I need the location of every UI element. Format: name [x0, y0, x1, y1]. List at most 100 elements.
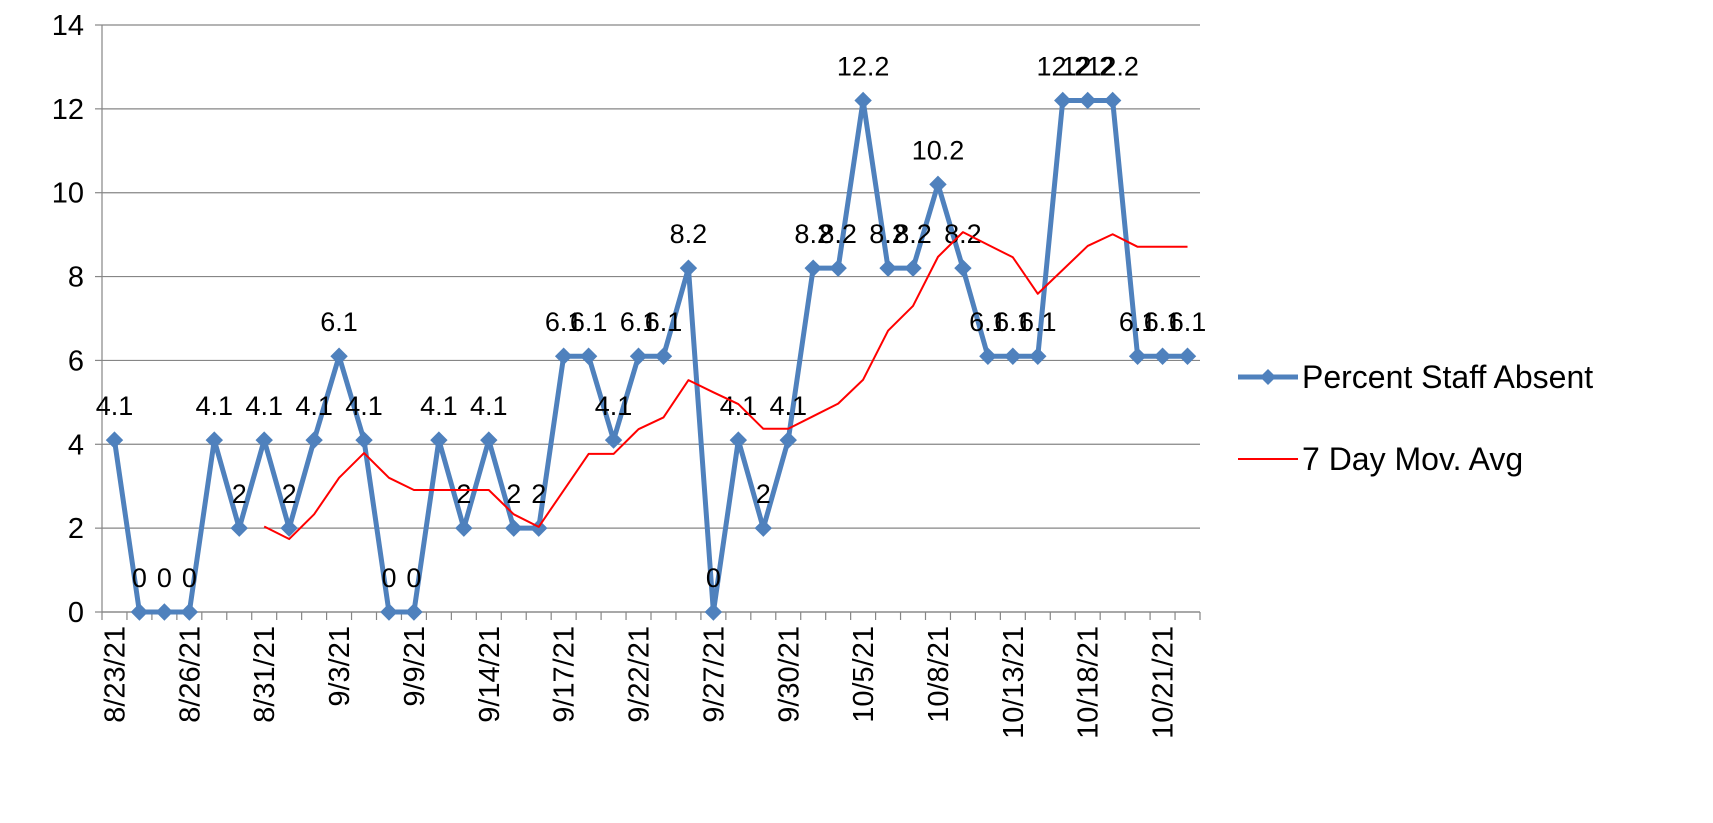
data-point — [355, 431, 373, 449]
data-point — [155, 603, 174, 621]
data-label: 2 — [506, 479, 521, 509]
data-point — [554, 347, 573, 365]
legend-label: Percent Staff Absent — [1302, 359, 1593, 395]
x-tick-label: 9/22/21 — [624, 626, 656, 723]
data-point — [130, 603, 149, 621]
data-label: 10.2 — [912, 135, 965, 165]
data-point — [629, 347, 648, 365]
data-label: 2 — [531, 479, 546, 509]
x-tick-label: 8/26/21 — [174, 626, 206, 723]
x-tick-label: 9/9/21 — [399, 626, 431, 707]
data-label: 6.1 — [1169, 307, 1207, 337]
x-tick-label: 10/8/21 — [923, 626, 955, 723]
data-label: 6.1 — [1119, 307, 1157, 337]
data-point — [280, 519, 298, 537]
data-label: 4.1 — [595, 391, 633, 421]
data-point — [929, 175, 947, 194]
data-point — [754, 519, 773, 537]
data-label: 6.1 — [1144, 307, 1182, 337]
y-tick-label: 12 — [52, 94, 84, 126]
data-label: 4.1 — [420, 391, 458, 421]
data-label: 4.1 — [96, 391, 134, 421]
data-point — [505, 519, 523, 537]
y-tick-label: 0 — [68, 597, 84, 629]
x-tick-label: 9/27/21 — [698, 626, 730, 723]
data-point — [305, 431, 323, 449]
data-label: 0 — [182, 563, 197, 593]
data-point — [704, 603, 723, 621]
series-line — [263, 231, 1188, 541]
data-label: 6.1 — [969, 307, 1007, 337]
x-tick-label: 10/13/21 — [998, 626, 1030, 739]
data-label: 2 — [282, 479, 297, 509]
data-point — [1029, 347, 1047, 365]
data-point — [854, 91, 872, 110]
data-label: 2 — [756, 479, 771, 509]
data-label: 0 — [132, 563, 147, 593]
data-point — [604, 431, 623, 449]
data-point — [1054, 91, 1072, 110]
data-label: 2 — [456, 479, 471, 509]
data-label: 12.2 — [837, 51, 890, 81]
data-label: 12.2 — [1061, 51, 1114, 81]
data-label: 6.1 — [570, 307, 608, 337]
data-label: 6.1 — [1019, 307, 1057, 337]
data-point — [380, 603, 398, 621]
data-label: 4.1 — [295, 391, 333, 421]
data-label: 8.2 — [670, 219, 708, 249]
data-point — [405, 603, 423, 621]
y-tick-label: 4 — [68, 429, 84, 461]
data-label: 4.1 — [769, 391, 807, 421]
data-point — [904, 259, 922, 277]
x-tick-label: 9/14/21 — [474, 626, 506, 723]
x-tick-label: 9/17/21 — [549, 626, 581, 723]
data-point — [829, 259, 847, 277]
data-label: 4.1 — [196, 391, 234, 421]
series — [263, 231, 1188, 541]
data-label: 4.1 — [245, 391, 283, 421]
x-tick-label: 10/21/21 — [1148, 626, 1180, 739]
y-tick-label: 14 — [52, 10, 84, 42]
data-point — [879, 259, 897, 277]
y-tick-label: 8 — [68, 262, 84, 294]
data-label: 6.1 — [994, 307, 1032, 337]
data-point — [1078, 91, 1097, 110]
data-point — [1103, 91, 1122, 110]
series-line — [112, 97, 1188, 615]
legend-marker — [1260, 369, 1276, 385]
data-point — [205, 431, 224, 449]
data-label: 8.2 — [894, 219, 932, 249]
series: 4.10 0 04.124.124.16.14.10 04.124.12 26.16.1… — [96, 51, 1207, 621]
data-label: 6.1 — [320, 307, 358, 337]
data-point — [1153, 347, 1172, 365]
x-tick-label: 10/5/21 — [848, 626, 880, 723]
data-label: 12.2 — [1086, 51, 1139, 81]
y-tick-label: 2 — [68, 513, 84, 545]
data-point — [255, 431, 273, 449]
data-point — [430, 431, 448, 449]
x-tick-label: 8/31/21 — [249, 626, 281, 723]
data-label: 0 — [381, 563, 396, 593]
data-label: 0 — [706, 563, 721, 593]
data-label: 6.1 — [545, 307, 583, 337]
data-point — [1178, 347, 1197, 365]
data-label: 8.2 — [794, 219, 832, 249]
data-point — [480, 431, 498, 449]
data-point — [804, 259, 822, 277]
data-label: 4.1 — [470, 391, 508, 421]
data-point — [679, 259, 698, 277]
x-tick-label: 9/3/21 — [324, 626, 356, 707]
data-point — [1004, 347, 1022, 365]
data-label: 4.1 — [345, 391, 383, 421]
data-point — [529, 519, 548, 537]
data-point — [455, 519, 473, 537]
x-tick-label: 9/30/21 — [773, 626, 805, 723]
data-label: 6.1 — [645, 307, 683, 337]
y-tick-label: 10 — [52, 178, 84, 210]
legend-label: 7 Day Mov. Avg — [1302, 441, 1523, 477]
data-point — [654, 347, 673, 365]
data-label: 0 — [406, 563, 421, 593]
x-tick-label: 8/23/21 — [99, 626, 131, 723]
data-point — [330, 347, 348, 365]
